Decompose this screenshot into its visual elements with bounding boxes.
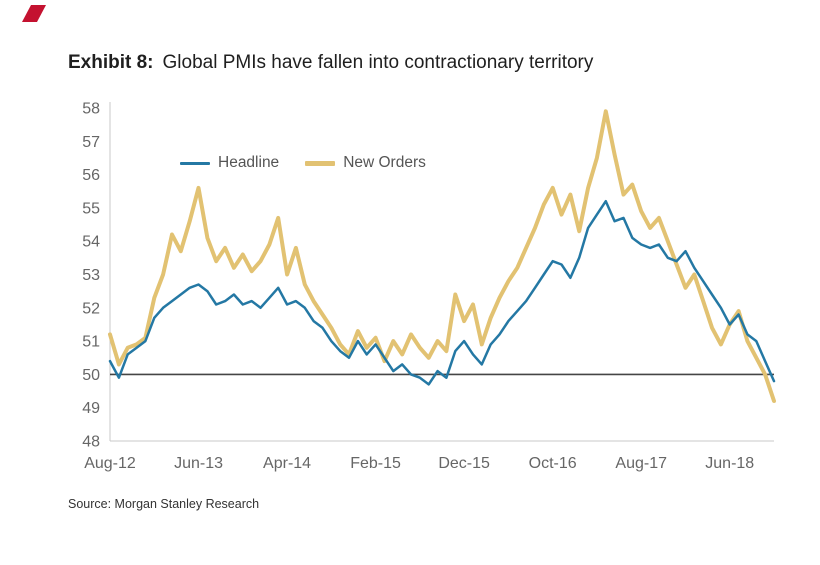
x-tick-label: Apr-14 xyxy=(263,455,311,472)
legend-item-new-orders: New Orders xyxy=(305,154,426,172)
logo-icon xyxy=(20,5,46,22)
headline-line-swatch xyxy=(180,161,210,165)
y-tick-label: 49 xyxy=(82,400,100,417)
legend-item-headline: Headline xyxy=(180,154,279,172)
y-tick-label: 52 xyxy=(82,300,100,317)
y-tick-label: 53 xyxy=(82,267,100,284)
y-tick-label: 56 xyxy=(82,167,100,184)
page-title: Exhibit 8: Global PMIs have fallen into c… xyxy=(68,52,593,74)
title-text: Global PMIs have fallen into contraction… xyxy=(162,52,594,73)
series-line-new-orders xyxy=(108,109,776,403)
y-tick-label: 55 xyxy=(82,200,100,217)
x-tick-label: Oct-16 xyxy=(529,455,577,472)
x-tick-label: Aug-12 xyxy=(84,455,136,472)
y-tick-label: 54 xyxy=(82,234,100,251)
exhibit-label: Exhibit 8: xyxy=(68,52,154,73)
x-tick-label: Feb-15 xyxy=(350,455,401,472)
x-tick-label: Jun-13 xyxy=(174,455,223,472)
y-tick-label: 58 xyxy=(82,101,100,118)
x-tick-label: Dec-15 xyxy=(438,455,490,472)
series-line-headline xyxy=(108,199,776,386)
y-tick-label: 51 xyxy=(82,334,100,351)
legend-label-headline: Headline xyxy=(218,154,280,171)
chart-legend: Headline New Orders xyxy=(180,154,426,172)
legend-label-new-orders: New Orders xyxy=(343,154,426,171)
chart-canvas: 48 49 50 51 52 53 54 55 56 57 58 Aug-12 Jun-13 Apr-14… xyxy=(82,101,776,472)
y-tick-label: 48 xyxy=(82,434,100,451)
x-tick-label: Aug-17 xyxy=(615,455,667,472)
source-note: Source: Morgan Stanley Research xyxy=(68,497,260,511)
pmi-line-chart: 48 49 50 51 52 53 54 55 56 57 58 Aug-12 Jun-13 Apr-14… xyxy=(62,96,787,488)
y-tick-label: 50 xyxy=(82,367,100,384)
new-orders-line-swatch xyxy=(305,160,336,166)
x-tick-label: Jun-18 xyxy=(705,455,754,472)
y-tick-label: 57 xyxy=(82,134,100,151)
